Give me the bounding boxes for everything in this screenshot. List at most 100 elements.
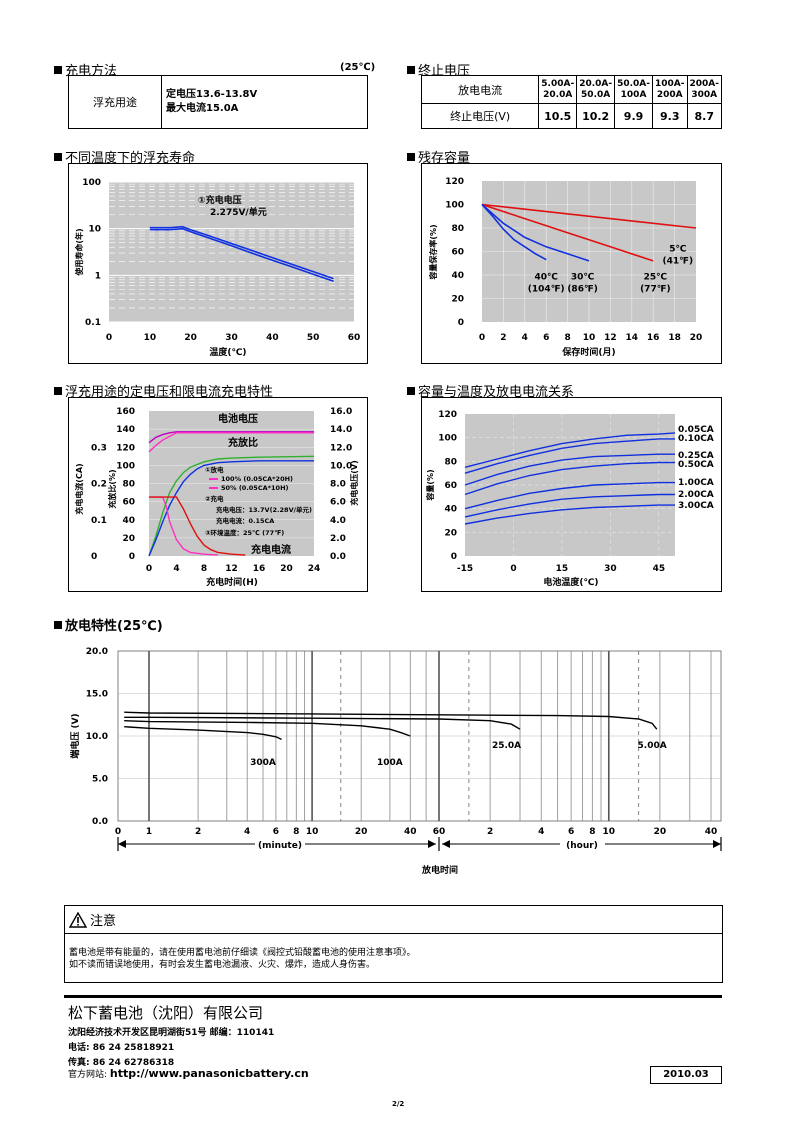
ca-tick-label: 0.2 [91, 480, 107, 490]
capacity-curve [464, 453, 675, 486]
series-label: 100A [377, 758, 403, 768]
x-tick-label: 10 [306, 827, 319, 837]
y-axis-label-ratio: 充放比(%) [107, 469, 117, 508]
y-tick-label: 120 [445, 177, 464, 187]
x-tick-label: 8 [589, 827, 595, 837]
minute-unit-label: (minute) [258, 841, 302, 851]
x-axis-label: 保存时间(月) [561, 346, 615, 358]
charge-legend: ①放电 100% (0.05CA*20H) 50% (0.05CA*10H) ②… [205, 465, 312, 537]
company-name: 松下蓄电池（沈阳）有限公司 [68, 1004, 264, 1022]
y-tick-label: 20 [444, 528, 457, 538]
residual-capacity-title: 残存容量 [407, 147, 470, 166]
series-label: (86℉) [567, 285, 598, 295]
x-tick-label: 6 [273, 827, 279, 837]
y-tick-label: 10 [88, 225, 101, 235]
y-tick-label: 0.1 [85, 318, 101, 328]
y-right-tick-label: 2.0 [330, 534, 346, 544]
capacity-curve [464, 438, 675, 474]
charge-method-values: 定电压13.6-13.8V 最大电流15.0A [161, 75, 368, 129]
series-label: 5℃ [669, 245, 686, 255]
series-label: (77℉) [640, 285, 671, 295]
x-tick-label: 1 [146, 827, 152, 837]
series-label: 40℃ [534, 273, 558, 283]
y-tick-label: 60 [122, 498, 135, 508]
cutoff-voltage-label: 终止电压(V) [420, 103, 540, 129]
x-tick-label: 40 [705, 827, 718, 837]
legend-line: 充电电压：13.7V(2.28V/单元) [216, 505, 312, 514]
bullet-square-icon [54, 387, 62, 395]
bullet-square-icon [407, 153, 415, 161]
cutoff-voltage-table: 放电电流 5.00A- 20.0A 20.0A- 50.0A 50.0A- 100A … [420, 75, 722, 129]
y-right-tick-label: 8.0 [330, 480, 346, 490]
warning-icon [69, 911, 87, 928]
y-tick-label: 140 [116, 425, 135, 435]
y-tick-label: 100 [116, 461, 135, 471]
charge-method-row-label: 浮充用途 [68, 75, 162, 129]
series-label: 25℃ [644, 273, 668, 283]
series-label: 0.50CA [678, 460, 714, 470]
y-tick-label: 80 [451, 224, 464, 234]
x-tick-label: -15 [457, 564, 473, 574]
x-tick-label: 4 [173, 564, 179, 574]
x-tick-label: 2 [195, 827, 201, 837]
y-tick-label: 1 [95, 271, 101, 281]
x-tick-label: 30 [225, 333, 238, 343]
discharge-curve [124, 716, 521, 730]
series-label: 300A [250, 758, 276, 768]
x-tick-label: 8 [293, 827, 299, 837]
y-axis-label: 容量保存率(%) [428, 224, 438, 280]
series-label: 5.00A [638, 741, 667, 751]
y-tick-label: 0 [451, 552, 457, 562]
x-tick-label: 30 [604, 564, 617, 574]
y-tick-label: 100 [445, 201, 464, 211]
y-tick-label: 60 [451, 248, 464, 258]
y-tick-label: 10.0 [86, 732, 108, 742]
ca-tick-label: 0.3 [91, 443, 107, 453]
x-tick-label: 60 [433, 827, 446, 837]
discharge-current-label: 放电电流 [420, 75, 540, 104]
x-tick-label: 4 [244, 827, 250, 837]
x-tick-label: 14 [626, 333, 639, 343]
capacity-curve [464, 493, 675, 518]
x-tick-label: 16 [253, 564, 266, 574]
company-fax: 传真: 86 24 62786318 [68, 1058, 175, 1068]
ca-tick-label: 0.1 [91, 516, 107, 526]
discharge-chart: 0.0 5.0 10.0 15.0 20.0 0 1 2 4 6 8 10 20 40 60 2 4 6 8 10 20… [69, 647, 722, 876]
bullet-square-icon [54, 621, 62, 629]
notice-header: 注意 [65, 906, 722, 934]
arrow-left-icon [118, 840, 126, 848]
y-right-tick-label: 6.0 [330, 498, 346, 508]
cutoff-voltage-cell: 9.9 [614, 103, 653, 129]
legend-swatch [209, 478, 218, 480]
x-axis-label: 温度(℃) [209, 346, 246, 358]
company-address: 沈阳经济技术开发区昆明湖街51号 邮编：110141 [68, 1028, 275, 1038]
x-tick-label: 20 [690, 333, 703, 343]
y-tick-label: 120 [116, 443, 135, 453]
capacity-curve [464, 461, 675, 496]
x-tick-label: 15 [556, 564, 569, 574]
series-label: 2.00CA [678, 490, 714, 500]
bullet-square-icon [407, 387, 415, 395]
y-tick-label: 20.0 [86, 647, 108, 657]
plot-area [109, 182, 354, 322]
x-tick-label: 12 [225, 564, 238, 574]
series-label: 0.25CA [678, 451, 714, 461]
company-website: 官方网站: http://www.panasonicbattery.cn [68, 1067, 309, 1080]
charge-curve [149, 496, 246, 556]
y-right-tick-label: 16.0 [330, 407, 352, 417]
y-right-tick-label: 12.0 [330, 443, 352, 453]
cutoff-voltage-cell: 8.7 [686, 103, 722, 129]
y-right-tick-label: 14.0 [330, 425, 352, 435]
website-link[interactable]: http://www.panasonicbattery.cn [109, 1067, 309, 1080]
series-label: (41℉) [663, 257, 694, 267]
legend-line: ②充电 [205, 494, 224, 503]
x-tick-label: 4 [522, 333, 528, 343]
annotation-line: ①充电电压 [198, 194, 242, 206]
ratio-curve-label: 充放比 [228, 436, 258, 449]
y-axis-label: 端电压 (V) [69, 713, 81, 758]
annotation-line: 2.275V/单元 [210, 206, 267, 218]
y-tick-label: 80 [122, 480, 135, 490]
legend-line: ③环境温度：25℃ (77℉) [205, 528, 284, 537]
x-tick-label: 0 [146, 564, 152, 574]
residual-capacity-chart: 0 2 4 6 8 10 12 14 16 18 20 0 20 40 60 80 100 120 5℃ (41℉)… [421, 163, 722, 364]
